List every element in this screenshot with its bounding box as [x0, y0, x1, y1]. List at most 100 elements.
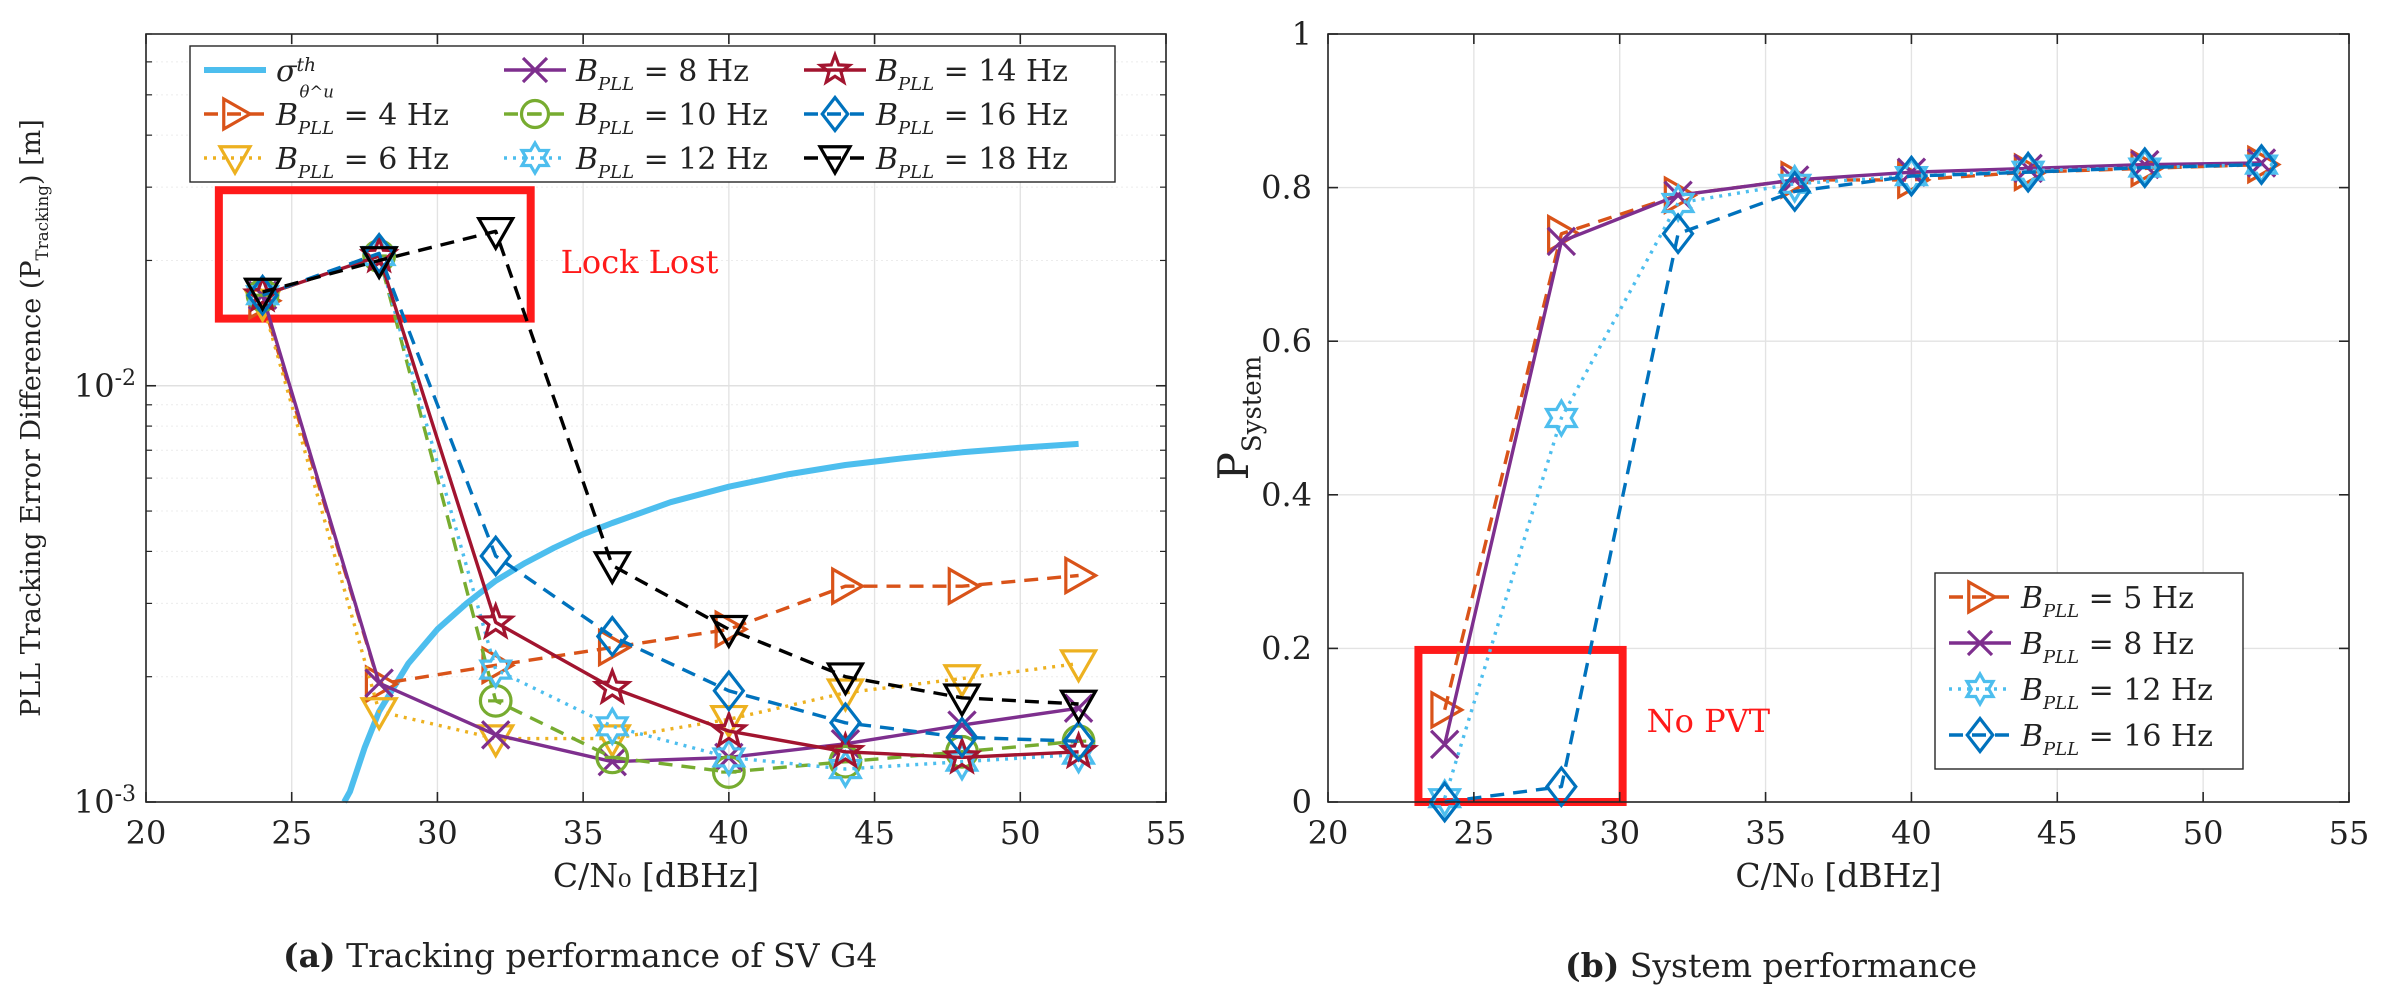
legend-item-0: σth θ^u [204, 54, 334, 102]
data-point [1428, 780, 1462, 824]
data-point-shape [242, 277, 283, 313]
series-8 [242, 216, 1099, 725]
legend-label: BPLL = 14 Hz [875, 54, 1068, 95]
data-point-shape [594, 706, 630, 747]
y-tick-label: 0.4 [1261, 476, 1312, 514]
data-point [1062, 719, 1096, 763]
y-tick-label: 10-2 [74, 365, 136, 405]
legend-item-3: BPLL = 8 Hz [504, 54, 749, 95]
legend-item-1: BPLL = 4 Hz [204, 96, 449, 139]
legend-marker-shape [820, 94, 850, 134]
data-point [1546, 226, 1577, 257]
data-point-shape [475, 216, 516, 252]
y-tick-base: 10 [74, 367, 115, 405]
data-point-shape [364, 664, 400, 704]
data-point-shape [941, 735, 983, 775]
legend-label-part: = 16 Hz [2079, 719, 2213, 754]
legend-marker-shape [1964, 670, 1996, 708]
data-point [1429, 729, 1460, 760]
legend-label-part: = 12 Hz [634, 142, 768, 177]
legend-label-part: PLL [897, 74, 934, 95]
data-point-shape [831, 566, 866, 606]
data-point [709, 704, 749, 740]
legend-label: BPLL = 10 Hz [575, 98, 768, 139]
data-point [941, 735, 983, 775]
data-point-shape [2128, 146, 2162, 189]
data-point-shape [359, 246, 399, 281]
legend-label-part: = 4 Hz [334, 98, 449, 133]
data-point-shape [824, 730, 866, 770]
legend-label-part: th [296, 55, 315, 76]
legend-label-part: B [575, 54, 598, 89]
legend-item-6: BPLL = 14 Hz [804, 50, 1068, 95]
legend-label-part: B [2020, 719, 2043, 754]
chart-1: 20 25 30 35 40 45 50 55 0 0.2 0.4 0.6 0.8 1 C/N₀ [dBHz… [1209, 15, 2369, 895]
data-point-shape [942, 664, 982, 699]
data-point [359, 246, 399, 281]
legend-label-part: = 14 Hz [934, 54, 1068, 89]
series-line [262, 254, 1079, 771]
legend-label: BPLL = 6 Hz [275, 142, 449, 183]
x-axis-label: C/N₀ [dBHz] [1735, 856, 1941, 895]
legend-marker-shape [816, 50, 854, 86]
x-tick-label: 40 [1891, 814, 1932, 852]
legend-box [189, 45, 1116, 183]
axes-frame [145, 33, 1167, 803]
legend-item-0: BPLL = 5 Hz [1949, 579, 2194, 622]
data-point [824, 730, 866, 770]
x-tick-label: 45 [2037, 814, 2078, 852]
data-point [592, 551, 633, 586]
data-point-shape [1062, 719, 1096, 763]
data-point [942, 664, 982, 699]
caption-a-label: (a) [283, 936, 336, 975]
y-axis-label: PLL Tracking Error Difference (PTracking… [16, 119, 52, 717]
data-point [475, 216, 516, 252]
data-point-shape [828, 701, 862, 745]
legend-label-part: B [575, 142, 598, 177]
legend-marker-shape [519, 98, 551, 130]
data-point [714, 609, 750, 650]
annotation-box-0 [214, 186, 535, 323]
legend-item-5: BPLL = 12 Hz [504, 139, 768, 183]
data-point [2010, 150, 2046, 191]
x-tick-label: 35 [1745, 814, 1786, 852]
data-point [1063, 693, 1094, 723]
data-point [947, 566, 983, 606]
data-point [945, 716, 979, 759]
legend-label: BPLL = 18 Hz [875, 142, 1068, 183]
legend-label: BPLL = 4 Hz [275, 98, 449, 139]
data-point [1430, 690, 1465, 730]
data-point [709, 614, 749, 650]
data-point [1064, 555, 1099, 596]
legend-marker [521, 56, 549, 84]
legend-label-part: = 10 Hz [634, 98, 768, 133]
series-line [260, 294, 1079, 764]
data-point [480, 720, 511, 750]
legend-label: BPLL = 12 Hz [2020, 673, 2213, 714]
data-point-shape [475, 724, 516, 759]
legend-label-part: σ [276, 54, 298, 89]
data-point-shape [1543, 397, 1579, 439]
data-point [711, 737, 747, 778]
x-tick-label: 55 [2329, 814, 2370, 852]
legend-marker [519, 139, 551, 177]
x-tick-label: 30 [417, 814, 458, 852]
legend-marker-shape [222, 96, 254, 132]
legend-label: BPLL = 12 Hz [575, 142, 768, 183]
caption-a: (a) Tracking performance of SV G4 [283, 936, 877, 975]
data-point-shape [708, 709, 750, 749]
y-axis-label-part: P [1209, 452, 1258, 480]
data-point-shape [479, 534, 513, 578]
data-point [1778, 170, 1812, 213]
legend-label-part: B [275, 142, 298, 177]
legend-label-part: PLL [2042, 693, 2079, 714]
data-point-shape [592, 551, 633, 586]
legend-label-part: = 5 Hz [2079, 581, 2194, 616]
legend-marker [817, 145, 853, 177]
data-point-shape [825, 678, 866, 713]
y-tick-label: 1 [1292, 15, 1312, 53]
data-point [364, 668, 394, 698]
data-point-shape [1058, 649, 1099, 684]
data-point-shape [945, 716, 979, 759]
